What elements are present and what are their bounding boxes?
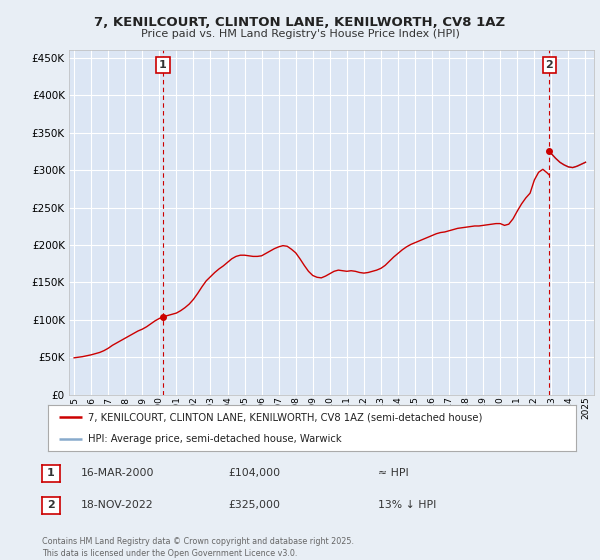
Text: 18-NOV-2022: 18-NOV-2022 — [81, 500, 154, 510]
Text: £325,000: £325,000 — [228, 500, 280, 510]
Text: HPI: Average price, semi-detached house, Warwick: HPI: Average price, semi-detached house,… — [88, 435, 341, 444]
Text: £104,000: £104,000 — [228, 468, 280, 478]
Text: 13% ↓ HPI: 13% ↓ HPI — [378, 500, 436, 510]
Text: 2: 2 — [47, 500, 55, 510]
Text: 16-MAR-2000: 16-MAR-2000 — [81, 468, 155, 478]
Text: 1: 1 — [159, 60, 167, 70]
Text: Price paid vs. HM Land Registry's House Price Index (HPI): Price paid vs. HM Land Registry's House … — [140, 29, 460, 39]
Text: 2: 2 — [545, 60, 553, 70]
Text: 7, KENILCOURT, CLINTON LANE, KENILWORTH, CV8 1AZ: 7, KENILCOURT, CLINTON LANE, KENILWORTH,… — [94, 16, 506, 29]
Text: 1: 1 — [47, 468, 55, 478]
Text: 7, KENILCOURT, CLINTON LANE, KENILWORTH, CV8 1AZ (semi-detached house): 7, KENILCOURT, CLINTON LANE, KENILWORTH,… — [88, 412, 482, 422]
Text: Contains HM Land Registry data © Crown copyright and database right 2025.
This d: Contains HM Land Registry data © Crown c… — [42, 537, 354, 558]
Text: ≈ HPI: ≈ HPI — [378, 468, 409, 478]
